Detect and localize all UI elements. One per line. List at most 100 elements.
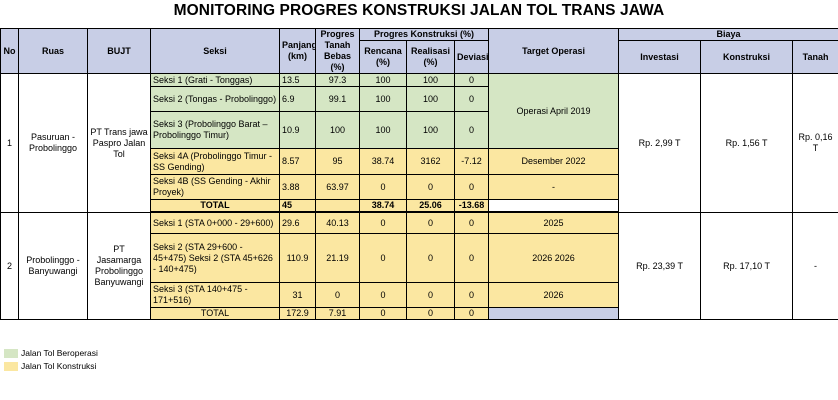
- seksi-cell: Seksi 2 (Tongas - Probolinggo): [150, 86, 280, 112]
- total-deviasi: 0: [453, 307, 490, 320]
- header-no: No: [0, 28, 19, 74]
- table-row: 2 Probolinggo - Banyuwangi PT Jasamarga …: [0, 212, 838, 320]
- header-rencana: Rencana (%): [359, 40, 407, 74]
- rencana-cell: 100: [359, 86, 407, 112]
- total-tanah: [315, 199, 360, 212]
- seksi-cell: Seksi 2 (STA 29+600 - 45+475) Seksi 2 (S…: [150, 233, 280, 283]
- total-deviasi: -13.68: [453, 199, 490, 212]
- total-row: TOTAL 172.9 7.91 0 0 0: [1, 307, 838, 320]
- group-no: 1: [0, 73, 19, 213]
- seksi-cell: Seksi 4B (SS Gending - Akhir Proyek): [150, 174, 280, 200]
- group-no: 2: [0, 212, 19, 320]
- rencana-cell: 38.74: [359, 148, 407, 175]
- deviasi-cell: 0: [453, 73, 490, 87]
- realisasi-cell: 0: [406, 282, 455, 308]
- rencana-cell: 0: [359, 212, 407, 234]
- seksi-cell: Seksi 3 (STA 140+475 - 171+516): [150, 282, 280, 308]
- tanah-cell: 0: [315, 282, 360, 308]
- target-cell: 2026: [488, 282, 620, 308]
- panjang-cell: 3.88: [279, 174, 316, 200]
- seksi-cell: Seksi 1 (Grati - Tonggas): [150, 73, 280, 87]
- legend-label: Jalan Tol Beroperasi: [21, 348, 98, 358]
- total-label: TOTAL: [150, 199, 280, 212]
- progress-table: No Ruas BUJT Seksi Panjang (km) Progres …: [0, 28, 838, 320]
- tanah-cell: 100: [315, 111, 360, 149]
- tanah-biaya-cell: Rp. 0,16 T: [792, 73, 838, 213]
- deviasi-cell: -7.12: [453, 148, 490, 175]
- group-ruas: Probolinggo - Banyuwangi: [18, 212, 88, 320]
- table-row: Seksi 2 (Tongas - Probolinggo) 6.9 99.1 …: [1, 86, 838, 112]
- realisasi-cell: 100: [406, 111, 455, 149]
- table-row: Seksi 3 (STA 140+475 - 171+516) 31 0 0 0…: [1, 282, 838, 308]
- total-target: [488, 199, 620, 212]
- rencana-cell: 100: [359, 73, 407, 87]
- total-rencana: 0: [359, 307, 407, 320]
- header-realisasi: Realisasi (%): [406, 40, 455, 74]
- table-row: Seksi 4B (SS Gending - Akhir Proyek) 3.8…: [1, 174, 838, 200]
- header-progres-tanah: Progres Tanah Bebas (%): [315, 28, 360, 74]
- deviasi-cell: 0: [453, 233, 490, 283]
- header-biaya: Biaya: [618, 28, 838, 41]
- tanah-cell: 63.97: [315, 174, 360, 200]
- investasi-cell: Rp. 2,99 T: [618, 73, 702, 213]
- header-ruas: Ruas: [18, 28, 88, 74]
- panjang-cell: 10.9: [279, 111, 316, 149]
- total-rencana: 38.74: [359, 199, 407, 212]
- realisasi-cell: 0: [406, 233, 455, 283]
- total-realisasi: 25.06: [406, 199, 455, 212]
- legend-swatch: [4, 349, 18, 358]
- panjang-cell: 31: [279, 282, 316, 308]
- total-tanah: 7.91: [315, 307, 360, 320]
- deviasi-cell: 0: [453, 174, 490, 200]
- panjang-cell: 8.57: [279, 148, 316, 175]
- legend-swatch: [4, 362, 18, 371]
- rencana-cell: 100: [359, 111, 407, 149]
- group-ruas: Pasuruan - Probolinggo: [18, 73, 88, 213]
- realisasi-cell: 3162: [406, 148, 455, 175]
- tanah-cell: 97.3: [315, 73, 360, 87]
- panjang-cell: 13.5: [279, 73, 316, 87]
- group-bujt: PT Trans jawa Paspro Jalan Tol: [87, 73, 151, 213]
- seksi-cell: Seksi 3 (Probolinggo Barat – Probolinggo…: [150, 111, 280, 149]
- header-progres-konstruksi: Progres Konstruksi (%): [358, 28, 490, 41]
- rencana-cell: 0: [359, 233, 407, 283]
- tanah-cell: 95: [315, 148, 360, 175]
- tanah-biaya-cell: -: [792, 212, 838, 320]
- realisasi-cell: 100: [406, 86, 455, 112]
- panjang-cell: 6.9: [279, 86, 316, 112]
- investasi-cell: Rp. 23,39 T: [618, 212, 702, 320]
- header-konstruksi: Konstruksi: [700, 40, 794, 74]
- target-cell: Desember 2022: [488, 148, 620, 175]
- konstruksi-cell: Rp. 1,56 T: [700, 73, 794, 213]
- seksi-cell: Seksi 4A (Probolinggo Timur - SS Gending…: [150, 148, 280, 175]
- panjang-cell: 110.9: [279, 233, 316, 283]
- tanah-cell: 40.13: [315, 212, 360, 234]
- target-cell: -: [488, 174, 620, 200]
- seksi-cell: Seksi 1 (STA 0+000 - 29+600): [150, 212, 280, 234]
- deviasi-cell: 0: [453, 111, 490, 149]
- realisasi-cell: 100: [406, 73, 455, 87]
- total-realisasi: 0: [406, 307, 455, 320]
- group-bujt: PT Jasamarga Probolinggo Banyuwangi: [87, 212, 151, 320]
- target-cell: 2025: [488, 212, 620, 234]
- total-panjang: 45: [279, 199, 316, 212]
- header-seksi: Seksi: [150, 28, 280, 74]
- header-deviasi: Deviasi: [453, 40, 490, 74]
- target-cell: Operasi April 2019: [488, 73, 620, 149]
- konstruksi-cell: Rp. 17,10 T: [700, 212, 794, 320]
- realisasi-cell: 0: [406, 212, 455, 234]
- header-bujt: BUJT: [87, 28, 151, 74]
- total-row: TOTAL 45 38.74 25.06 -13.68: [1, 199, 838, 212]
- legend-label: Jalan Tol Konstruksi: [21, 361, 97, 371]
- header-target: Target Operasi: [488, 28, 620, 74]
- tanah-cell: 99.1: [315, 86, 360, 112]
- target-cell: 2026 2026: [488, 233, 620, 283]
- table-row: 1 Pasuruan - Probolinggo PT Trans jawa P…: [0, 73, 838, 213]
- deviasi-cell: 0: [453, 86, 490, 112]
- panjang-cell: 29.6: [279, 212, 316, 234]
- header-panjang: Panjang (km): [279, 28, 316, 74]
- rencana-cell: 0: [359, 282, 407, 308]
- rencana-cell: 0: [359, 174, 407, 200]
- deviasi-cell: 0: [453, 212, 490, 234]
- header-investasi: Investasi: [618, 40, 702, 74]
